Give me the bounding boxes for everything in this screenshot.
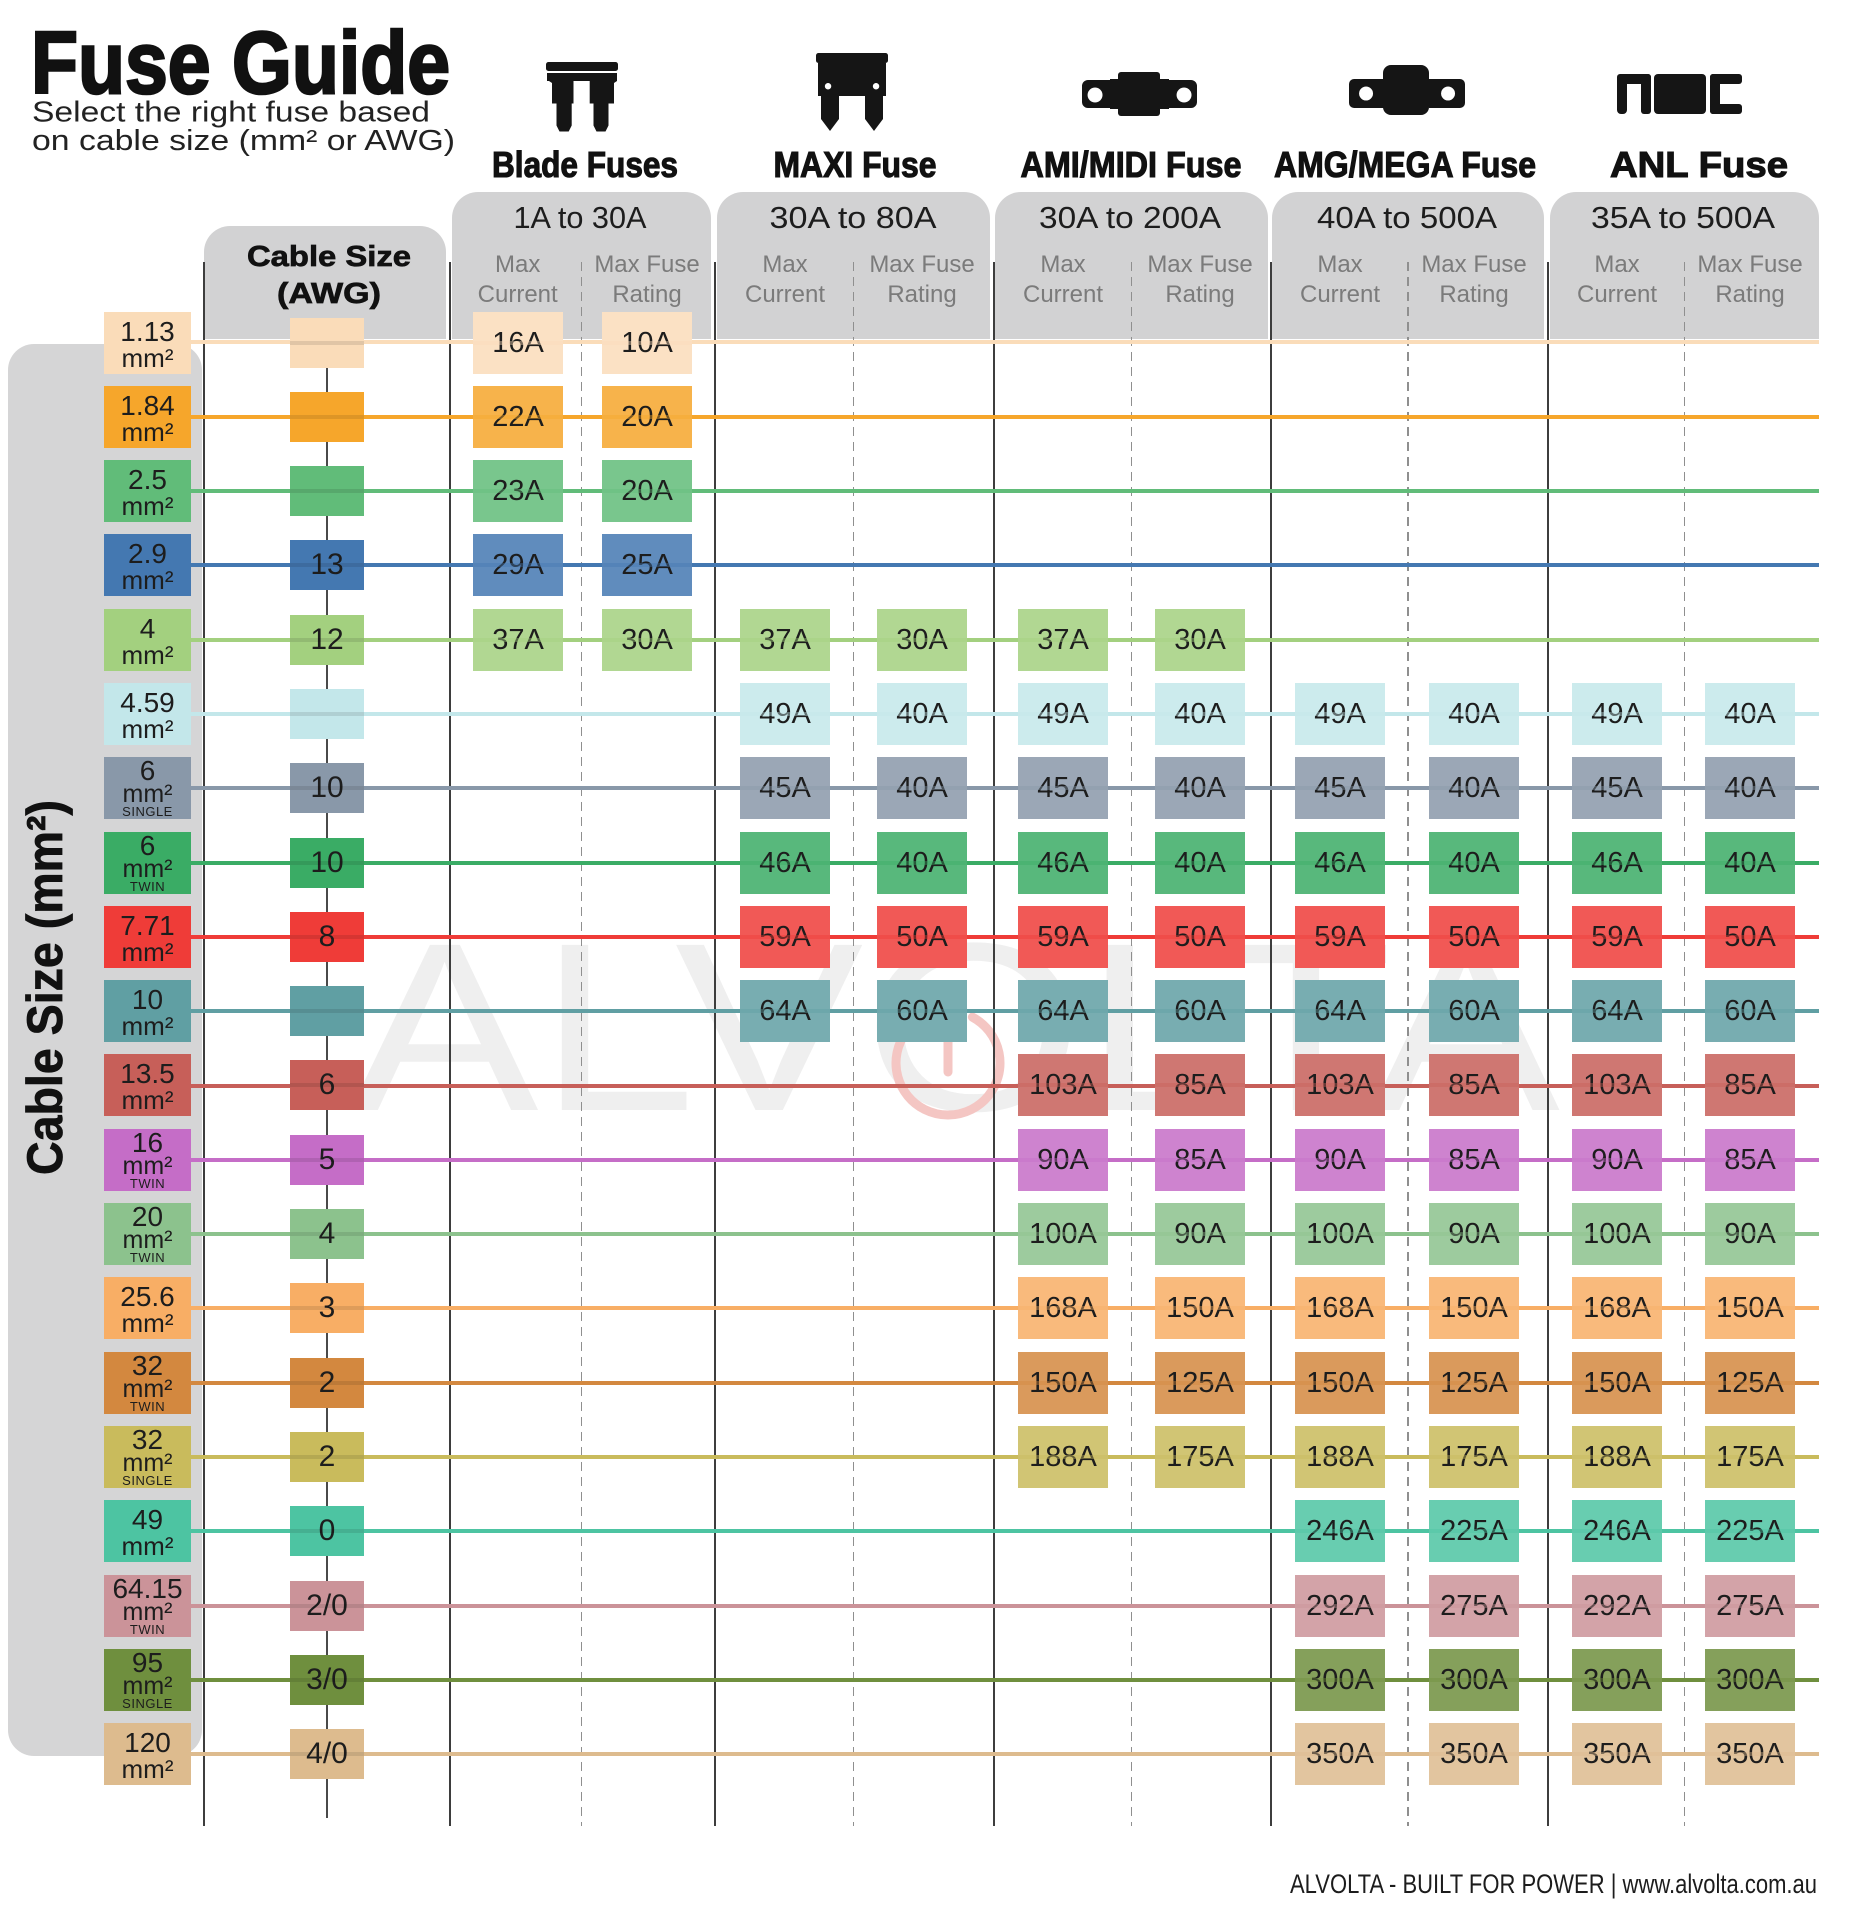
svg-text:MAXI Fuse: MAXI Fuse [774,144,937,185]
svg-text:Cable Size (mm²): Cable Size (mm²) [17,800,73,1175]
svg-text:ANL Fuse: ANL Fuse [1610,144,1788,185]
svg-text:Cable Size: Cable Size [247,241,411,273]
svg-text:(AWG): (AWG) [277,278,381,310]
svg-text:Blade Fuses: Blade Fuses [492,144,678,185]
svg-text:1A to 30A: 1A to 30A [514,200,647,235]
svg-text:35A to 500A: 35A to 500A [1591,200,1775,235]
svg-text:30A to 80A: 30A to 80A [770,200,937,235]
svg-text:Select the right fuse based: Select the right fuse based [32,97,430,129]
svg-text:ALVOLTA - BUILT FOR POWER | ww: ALVOLTA - BUILT FOR POWER | www.alvolta.… [1290,1869,1817,1899]
svg-text:30A to 200A: 30A to 200A [1039,200,1221,235]
svg-text:40A to 500A: 40A to 500A [1317,200,1497,235]
svg-text:AMI/MIDI Fuse: AMI/MIDI Fuse [1021,144,1242,185]
svg-text:Fuse Guide: Fuse Guide [31,13,450,112]
svg-text:on cable size (mm² or AWG): on cable size (mm² or AWG) [32,125,455,157]
svg-text:AMG/MEGA Fuse: AMG/MEGA Fuse [1274,144,1536,185]
